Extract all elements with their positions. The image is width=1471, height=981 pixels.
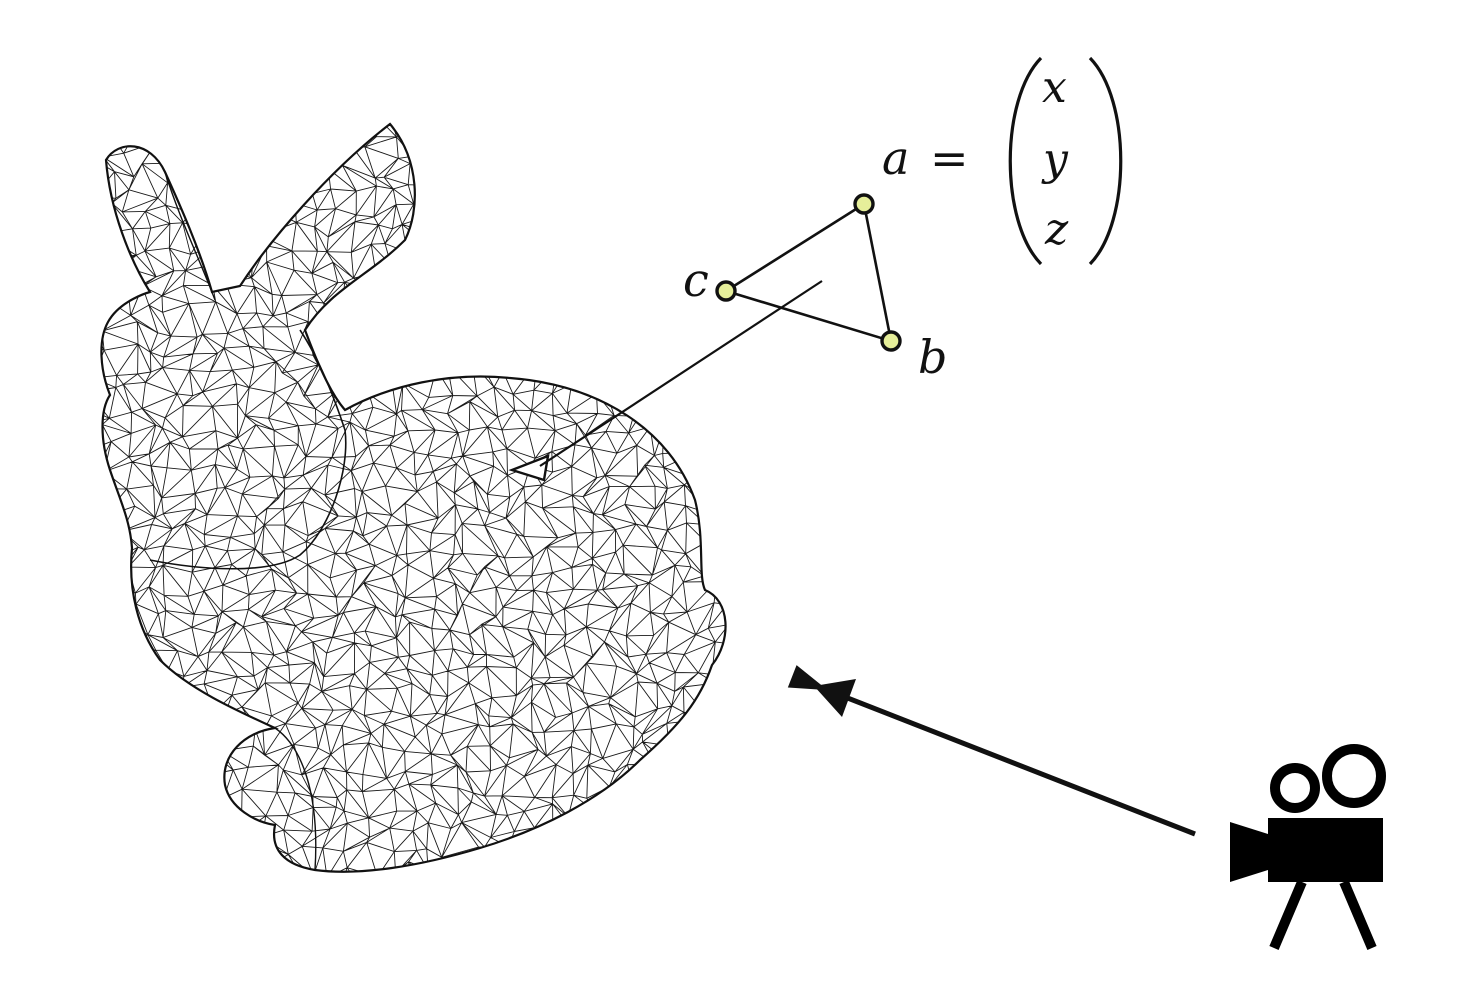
view-direction-arrow: [787, 665, 1196, 837]
vertex-equation: a = x y z: [882, 56, 1123, 266]
equation-lhs: a: [882, 131, 909, 185]
movie-camera-icon: [1230, 744, 1386, 950]
surface-triangle-marker: [508, 454, 550, 482]
bunny-foot-line: [274, 727, 317, 871]
camera-reel-small: [1270, 763, 1320, 813]
triangle-edge-ca: [725, 202, 865, 293]
vertex-a-dot: [853, 193, 875, 215]
bunny-neck-line: [149, 329, 347, 570]
camera-body: [1268, 818, 1383, 882]
camera-reel-large: [1322, 744, 1386, 808]
left-paren: [1008, 56, 1043, 266]
zoom-leader-line: [539, 280, 823, 467]
vector-component-x: x: [1042, 62, 1067, 113]
bunny-wireframe-icon: [100, 122, 727, 873]
vertex-b-label: b: [918, 330, 947, 384]
vertex-b-dot: [880, 330, 902, 352]
camera-tripod-left-leg: [1269, 880, 1307, 950]
arrow-head: [814, 679, 856, 717]
bunny-ear-line: [164, 171, 216, 301]
camera-lens: [1230, 822, 1268, 882]
triangle-edge-ab: [862, 203, 893, 342]
vector-component-y: y: [1041, 134, 1069, 185]
zoomed-triangle: [715, 193, 902, 352]
vector-component-z: z: [1044, 204, 1069, 255]
vertex-c-dot: [715, 280, 737, 302]
equation-equals-sign: =: [930, 131, 969, 185]
right-paren: [1088, 56, 1123, 266]
vertex-c-label: c: [683, 253, 709, 307]
triangle-edge-bc: [725, 289, 892, 343]
camera-tripod-right-leg: [1339, 880, 1377, 950]
